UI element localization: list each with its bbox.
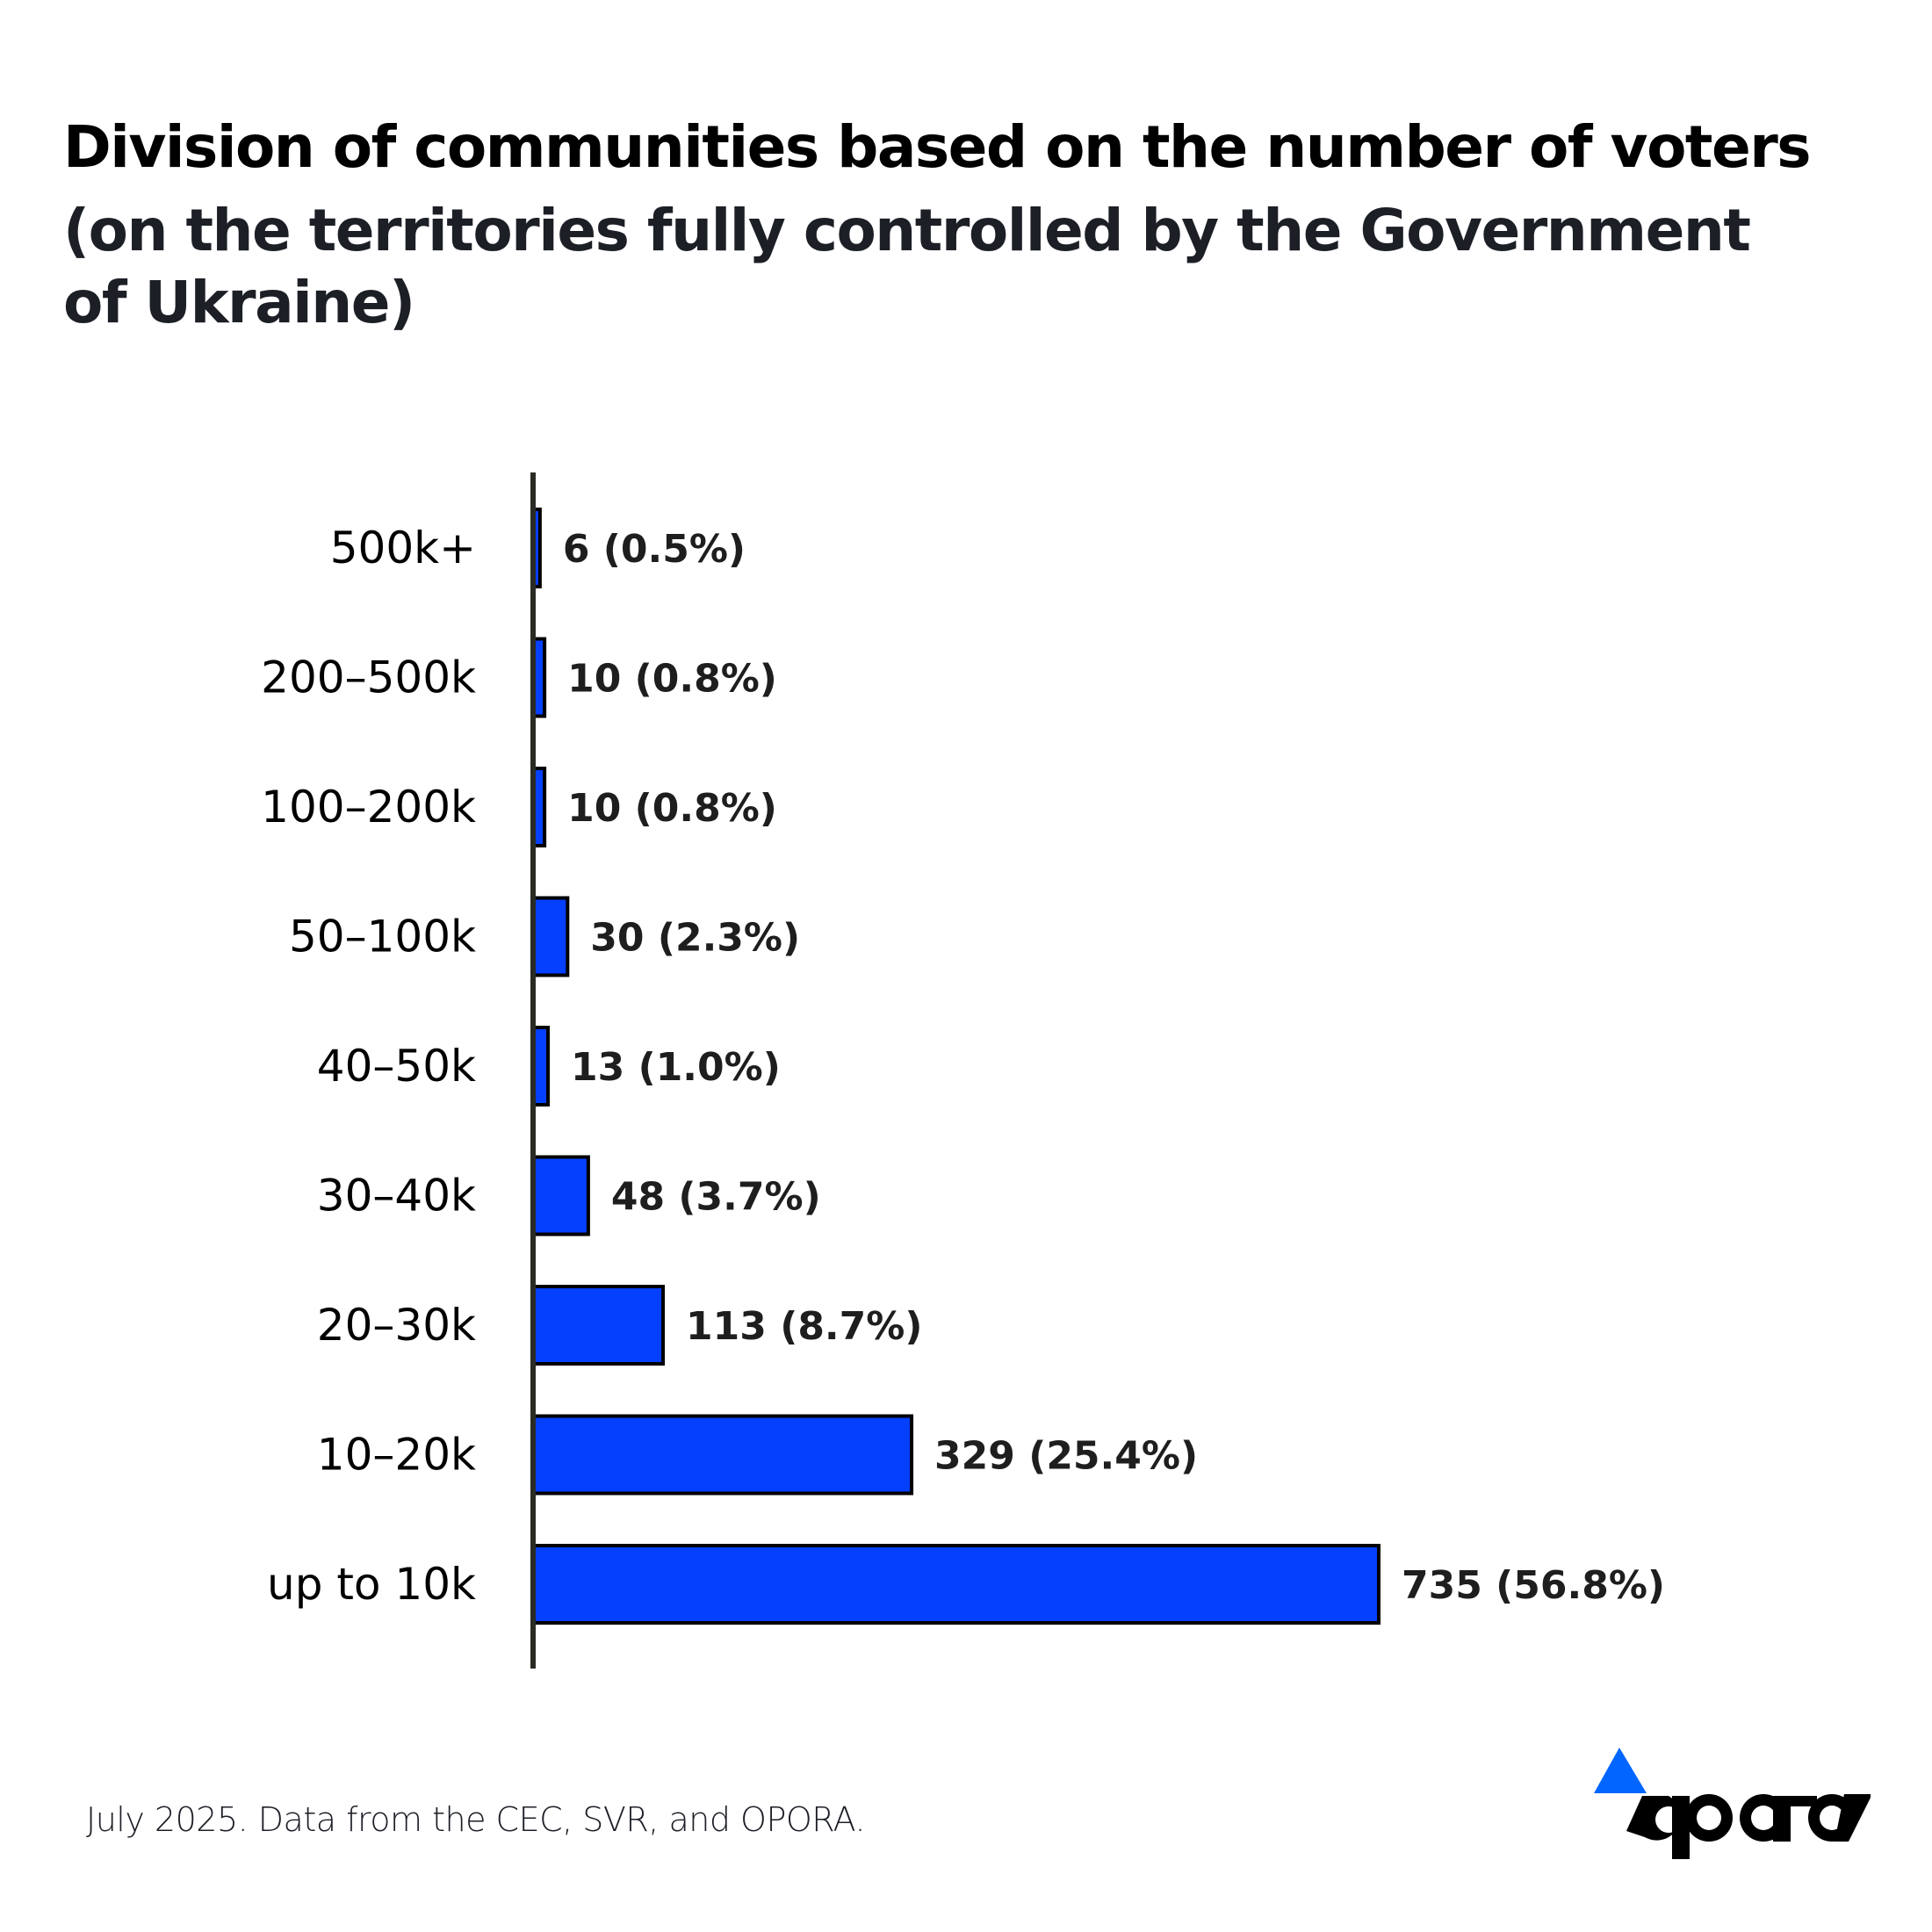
value-labels-group: 6 (0.5%) 10 (0.8%) 10 (0.8%) 30 (2.3%) 13 (1…	[563, 527, 1665, 1608]
source-note: July 2025. Data from the CEC, SVR, and O…	[86, 1800, 866, 1839]
category-label: 10–20k	[317, 1430, 476, 1481]
value-label: 6 (0.5%)	[563, 527, 746, 572]
bar	[531, 1414, 914, 1496]
value-label: 13 (1.0%)	[571, 1045, 781, 1090]
chart-title: Division of communities based on the num…	[63, 113, 1812, 181]
category-label: 40–50k	[317, 1041, 476, 1092]
value-label: 30 (2.3%)	[590, 916, 800, 961]
value-label: 329 (25.4%)	[934, 1434, 1198, 1479]
value-label: 113 (8.7%)	[686, 1304, 922, 1349]
value-label: 735 (56.8%)	[1402, 1563, 1665, 1608]
bar	[531, 1155, 590, 1236]
bar	[531, 896, 570, 977]
bar	[531, 1285, 666, 1366]
opora-logo	[1594, 1748, 1871, 1859]
category-label: 30–40k	[317, 1171, 476, 1222]
category-label: 50–100k	[289, 912, 476, 962]
value-label: 10 (0.8%)	[567, 786, 777, 831]
y-axis-line	[530, 472, 536, 1669]
category-label: 500k+	[330, 523, 476, 573]
value-label: 10 (0.8%)	[567, 657, 777, 702]
logo-wordmark	[1626, 1794, 1871, 1859]
value-label: 48 (3.7%)	[611, 1175, 821, 1220]
logo-triangle-icon	[1594, 1748, 1647, 1793]
category-label: up to 10k	[267, 1559, 476, 1610]
bar	[531, 1544, 1381, 1625]
category-label: 200–500k	[261, 652, 476, 703]
category-labels-group: 500k+ 200–500k 100–200k 50–100k 40–50k 30–40k…	[261, 523, 476, 1610]
category-label: 100–200k	[261, 782, 476, 833]
chart-subtitle: (on the territories fully controlled by …	[63, 197, 1751, 336]
category-label: 20–30k	[317, 1300, 476, 1351]
